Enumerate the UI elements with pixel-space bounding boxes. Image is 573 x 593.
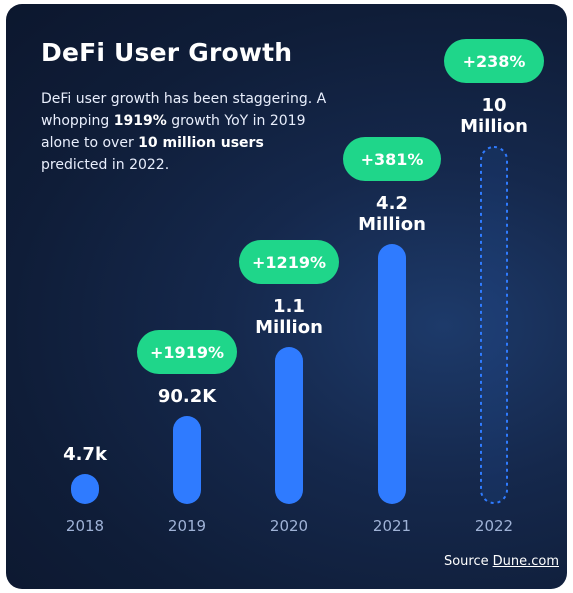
data-label: Million — [255, 317, 323, 338]
chart-card: DeFi User Growth DeFi user growth has be… — [6, 4, 567, 589]
description-text-2: growth YoY in 2019 alone to over — [41, 113, 306, 151]
growth-badge-label: +381% — [361, 150, 424, 169]
bar-2018 — [71, 474, 99, 504]
data-label: Million — [460, 116, 528, 137]
x-tick-label: 2020 — [270, 517, 308, 535]
x-tick-label: 2021 — [373, 517, 411, 535]
data-label: 4.7k — [63, 444, 108, 465]
data-label: 10 — [481, 95, 506, 116]
chart-title: DeFi User Growth — [41, 38, 293, 67]
bar-2021 — [378, 244, 406, 504]
description-highlight-2: 10 million users — [138, 135, 264, 151]
description-text-3: predicted in 2022. — [41, 157, 170, 173]
source-link[interactable]: Dune.com — [492, 554, 559, 569]
description-highlight-1: 1919% — [113, 113, 167, 129]
bar-2019 — [173, 416, 201, 504]
source-credit: Source Dune.com — [444, 554, 559, 569]
growth-badge — [444, 39, 544, 83]
bar-2020 — [275, 347, 303, 504]
data-label: Million — [358, 214, 426, 235]
bar-2022-predicted — [480, 146, 508, 504]
growth-badge-label: +1219% — [252, 253, 326, 272]
data-label: 90.2K — [158, 386, 217, 407]
x-tick-label: 2022 — [475, 517, 513, 535]
data-label: 4.2 — [376, 193, 408, 214]
x-tick-label: 2019 — [168, 517, 206, 535]
growth-badge-label: +1919% — [150, 343, 224, 362]
growth-badge — [239, 240, 339, 284]
growth-badge — [137, 330, 237, 374]
chart-description: DeFi user growth has been staggering. A … — [41, 88, 331, 176]
bar-chart: 20184.7k201990.2K+1919%20201.1Million+12… — [63, 39, 544, 535]
data-label: 1.1 — [273, 296, 305, 317]
growth-badge-label: +238% — [463, 52, 526, 71]
description-text-1: DeFi user growth has been staggering. A … — [41, 91, 327, 129]
x-tick-label: 2018 — [66, 517, 104, 535]
source-label: Source — [443, 554, 489, 569]
growth-badge — [343, 137, 441, 181]
